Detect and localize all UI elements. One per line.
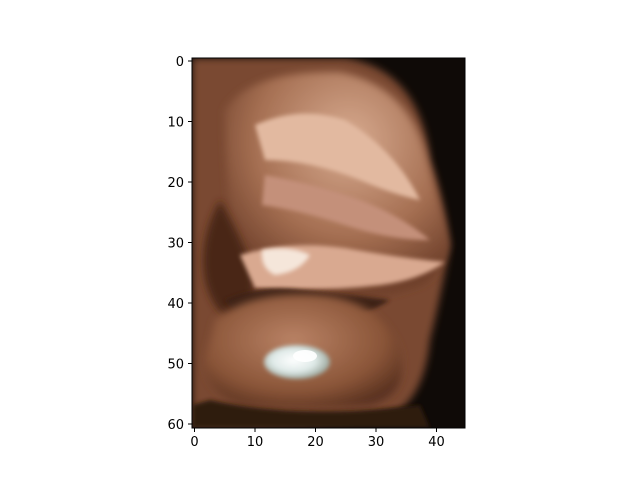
x-axis: 0 10 20 30 40 [190,428,445,450]
earring [264,345,330,379]
x-tick-label: 40 [428,435,445,450]
y-tick-label: 0 [176,55,184,70]
x-tick-label: 20 [307,435,324,450]
y-axis: 0 10 20 30 40 50 60 [167,55,192,433]
y-tick-label: 50 [167,358,184,373]
earring-sparkle [293,350,317,362]
y-tick-label: 40 [167,297,184,312]
x-tick-label: 30 [368,435,385,450]
fold-highlight [261,248,310,275]
ear-photo [192,58,465,428]
upper-ridge [262,175,430,240]
y-tick-label: 20 [167,176,184,191]
y-tick-label: 60 [167,418,184,433]
x-tick-label: 0 [190,435,198,450]
upper-fold [255,113,420,200]
x-tick-label: 10 [247,435,264,450]
y-tick-label: 10 [167,116,184,131]
concha-shadow [203,200,254,320]
lobe-shadow [192,400,430,428]
y-tick-label: 30 [167,237,184,252]
